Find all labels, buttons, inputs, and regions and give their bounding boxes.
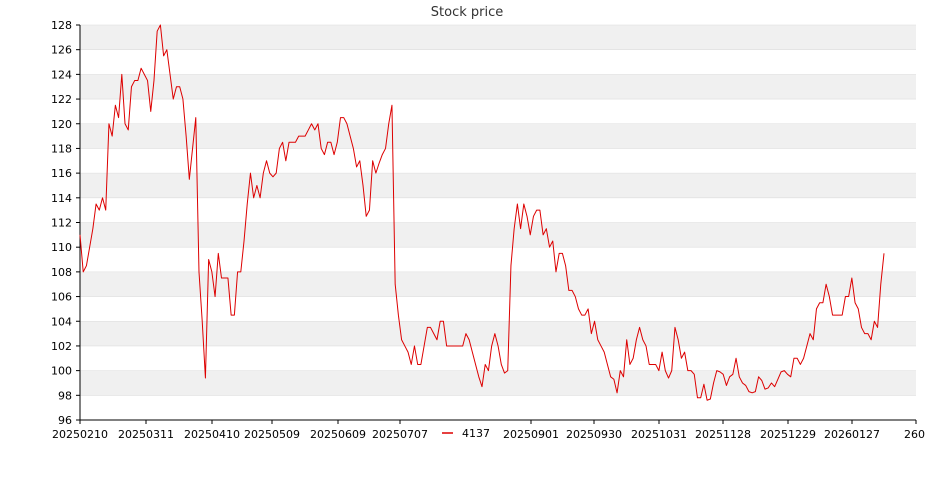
grid-lines xyxy=(80,24,916,421)
x-tick-label: 20250210 xyxy=(52,428,108,441)
y-tick-label: 118 xyxy=(51,142,72,155)
y-ticks: 96 98 100 102 104 106 108 110 112 114 116 118 120 122… xyxy=(51,19,80,427)
x-tick-label: 20251128 xyxy=(695,428,751,441)
grid-band xyxy=(80,123,916,149)
grid-band xyxy=(80,321,916,346)
grid-band xyxy=(80,25,916,50)
y-tick-label: 114 xyxy=(51,192,72,205)
x-tick-label: 20250930 xyxy=(566,428,622,441)
grid-band xyxy=(80,173,916,198)
x-tick-label: 20251229 xyxy=(760,428,816,441)
x-tick-label: 20251031 xyxy=(631,428,687,441)
grid-band xyxy=(80,271,916,297)
y-tick-label: 104 xyxy=(51,315,72,328)
y-tick-label: 108 xyxy=(51,266,72,279)
grid-band xyxy=(80,74,916,100)
x-tick-label: 20250509 xyxy=(244,428,300,441)
y-tick-label: 96 xyxy=(58,414,72,427)
y-tick-label: 116 xyxy=(51,167,72,180)
x-tick-label: 260 xyxy=(904,428,925,441)
x-tick-label: 20260127 xyxy=(824,428,880,441)
x-tick-label: 20250311 xyxy=(118,428,174,441)
y-tick-label: 122 xyxy=(51,93,72,106)
x-ticks: 20250210 20250311 20250410 20250509 20250609… xyxy=(52,420,925,441)
grid-band xyxy=(80,222,916,248)
y-tick-label: 120 xyxy=(51,118,72,131)
chart-title: Stock price xyxy=(431,5,503,20)
legend: 4137 xyxy=(442,427,490,440)
grid-bands xyxy=(80,25,916,396)
y-tick-label: 124 xyxy=(51,68,72,81)
series-group xyxy=(79,24,885,401)
legend-label: 4137 xyxy=(462,427,490,440)
x-tick-label: 20250410 xyxy=(184,428,240,441)
y-tick-label: 106 xyxy=(51,291,72,304)
y-tick-label: 100 xyxy=(51,365,72,378)
y-tick-label: 102 xyxy=(51,340,72,353)
series-line xyxy=(79,24,885,401)
y-tick-label: 110 xyxy=(51,241,72,254)
y-tick-label: 98 xyxy=(58,389,72,402)
x-tick-label: 20250707 xyxy=(372,428,428,441)
x-tick-label: 20250609 xyxy=(310,428,366,441)
y-tick-label: 112 xyxy=(51,217,72,230)
x-tick-label: 20250901 xyxy=(503,428,559,441)
y-tick-label: 128 xyxy=(51,19,72,32)
y-tick-label: 126 xyxy=(51,44,72,57)
